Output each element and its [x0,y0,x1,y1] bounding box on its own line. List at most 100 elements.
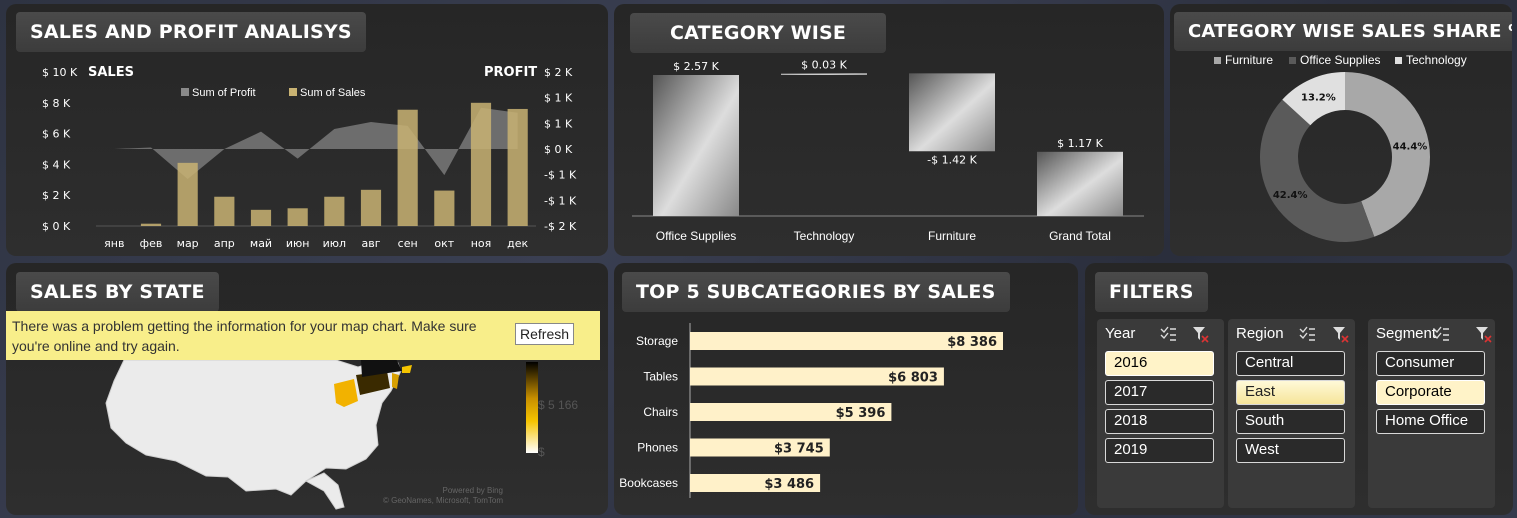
multi-select-icon[interactable] [1298,325,1316,343]
category-waterfall-chart: $ 2.57 K Office Supplies $ 0.03 K Technolog… [632,58,1144,243]
x-tick-label: фев [140,237,163,250]
map-legend-gradient [526,362,538,453]
y2-tick-label: -$ 1 K [544,169,577,182]
waterfall-bar [653,75,739,216]
y2-tick-label: -$ 1 K [544,194,577,207]
year-option-2016[interactable]: 2016 [1105,351,1214,376]
subcategory-value-label: $6 803 [888,371,938,386]
clear-filter-icon[interactable] [1474,325,1492,343]
category-label: Technology [794,229,855,243]
legend-profit-swatch [181,88,189,96]
state-new-york [361,355,402,377]
subcategory-value-label: $5 396 [836,406,886,421]
y2-tick-label: $ 2 K [544,66,573,79]
subcategory-label: Chairs [643,405,678,419]
refresh-button[interactable]: Refresh [515,323,575,345]
legend-swatch [1395,57,1402,64]
year-option-2018[interactable]: 2018 [1105,409,1214,434]
state-ohio [334,379,358,407]
legend-swatch [1289,57,1296,64]
region-option-south[interactable]: South [1236,409,1345,434]
clear-filter-icon[interactable] [1331,325,1349,343]
segment-slicer-header: Segment [1376,325,1437,342]
region-slicer-header: Region [1236,325,1284,342]
region-option-west[interactable]: West [1236,438,1345,463]
region-option-central[interactable]: Central [1236,351,1345,376]
waterfall-value-label: $ 0.03 K [801,58,847,71]
us-map-shape [105,359,402,496]
map-error-banner: There was a problem getting the informat… [6,311,600,360]
segment-option-corporate[interactable]: Corporate [1376,380,1485,405]
y-tick-label: $ 4 K [42,158,71,171]
waterfall-value-label: $ 2.57 K [673,60,719,73]
x-tick-label: дек [507,237,528,250]
waterfall-value-label: $ 1.17 K [1057,137,1103,150]
map-attribution: © GeoNames, Microsoft, TomTom [383,496,503,505]
subcategory-label: Bookcases [619,476,678,490]
state-connecticut [402,365,412,373]
sales-axis-label: SALES [88,65,134,80]
x-tick-label: окт [434,237,454,250]
waterfall-value-label: -$ 1.42 K [927,153,977,166]
y-tick-label: $ 8 K [42,97,71,110]
subcategory-bar [690,332,1003,350]
category-wise-panel: CATEGORY WISE $ 2.57 K Office Supplies $ 0… [614,4,1164,256]
y-tick-label: $ 10 K [42,66,78,79]
region-option-east[interactable]: East [1236,380,1345,405]
subcategory-bar [690,403,892,421]
us-map [105,355,412,510]
subcategory-bar [690,438,830,457]
legend-sales-swatch [289,88,297,96]
legend-label: Furniture [1225,53,1273,67]
donut-pct-label: 44.4% [1393,141,1428,152]
sales-share-title: CATEGORY WISE SALES SHARE % [1174,12,1512,51]
legend-profit-label: Sum of Profit [192,87,256,99]
top5-subcategories-panel: TOP 5 SUBCATEGORIES BY SALES $8 386 Stora… [614,263,1078,515]
y2-tick-label: $ 1 K [544,117,573,130]
state-new-jersey [392,373,399,389]
legend-swatch [1214,57,1221,64]
segment-option-home-office[interactable]: Home Office [1376,409,1485,434]
y2-tick-label: $ 0 K [544,143,573,156]
year-slicer: Year 2016 2017 2018 2019 [1097,319,1224,508]
x-tick-label: июн [286,237,310,250]
subcategory-value-label: $3 745 [774,442,824,457]
segment-option-consumer[interactable]: Consumer [1376,351,1485,376]
legend-label: Office Supplies [1300,53,1381,67]
legend-label: Technology [1406,53,1467,67]
year-option-2019[interactable]: 2019 [1105,438,1214,463]
year-option-2017[interactable]: 2017 [1105,380,1214,405]
donut-slice [1345,72,1430,237]
sales-bar [214,196,235,226]
subcategory-bar [690,367,944,386]
subcategory-value-label: $3 486 [764,477,814,492]
subcategory-label: Storage [636,334,678,348]
year-slicer-header: Year [1105,325,1136,342]
top5-bar-chart: $8 386 Storage $6 803 Tables $5 396 Chairs $3 … [619,323,1003,498]
category-label: Office Supplies [656,229,737,243]
sales-profit-panel: SALES AND PROFIT ANALISYS SALES PROFIT S… [6,4,608,256]
x-tick-label: июл [323,237,346,250]
category-label: Grand Total [1049,229,1111,243]
legend-sales-label: Sum of Sales [300,87,366,99]
map-legend-low: $ [538,445,545,459]
powered-by-bing: Powered by Bing [442,486,503,495]
waterfall-bar [781,73,867,75]
filters-panel: FILTERS Year 2016 2017 2018 2019 Region Cen… [1085,263,1513,515]
donut-pct-label: 42.4% [1273,190,1308,201]
sales-profit-title: SALES AND PROFIT ANALISYS [16,12,366,52]
multi-select-icon[interactable] [1432,325,1450,343]
clear-filter-icon[interactable] [1191,325,1209,343]
category-wise-title: CATEGORY WISE [630,13,887,53]
x-tick-label: янв [104,237,124,250]
multi-select-icon[interactable] [1159,325,1177,343]
state-pennsylvania [356,371,390,395]
subcategory-label: Phones [637,441,678,455]
sales-bar [287,208,308,226]
subcategory-value-label: $8 386 [947,335,997,350]
subcategory-label: Tables [643,370,678,384]
sales-bar [360,189,382,226]
category-label: Furniture [928,229,976,243]
filters-title: FILTERS [1095,272,1208,312]
x-tick-label: мар [177,237,199,250]
